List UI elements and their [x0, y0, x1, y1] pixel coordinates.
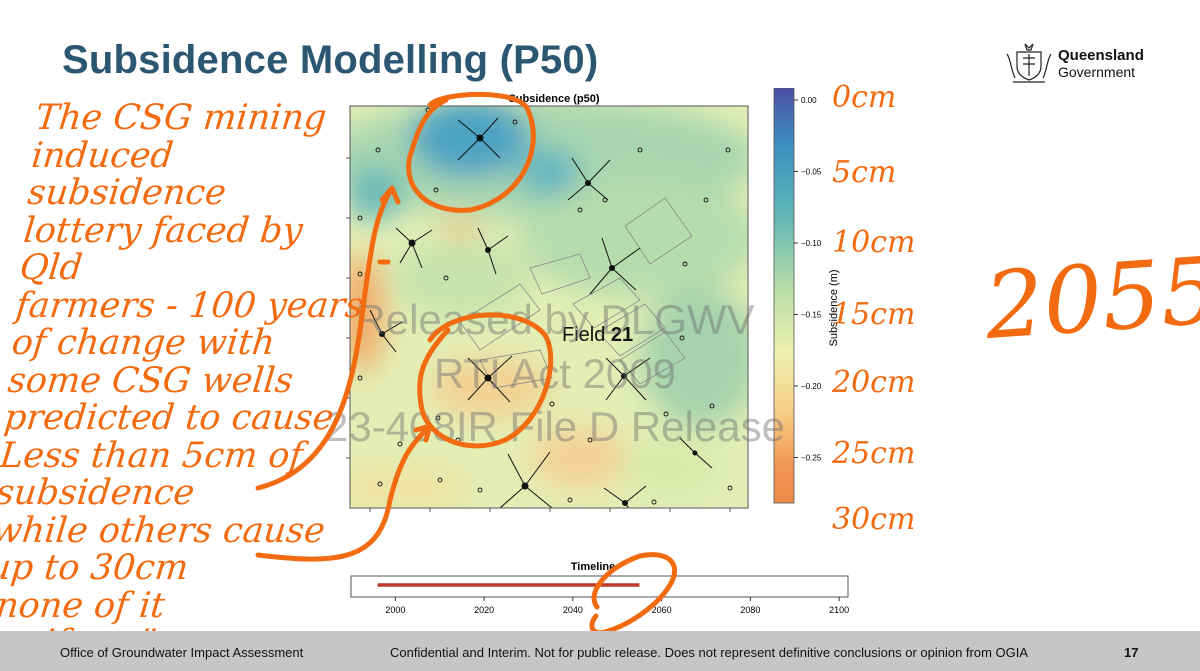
note-line: subsidence [0, 473, 197, 513]
footer-org: Office of Groundwater Impact Assessment [60, 645, 304, 660]
footer-bar: Office of Groundwater Impact Assessment … [0, 631, 1200, 671]
queensland-crest-icon [1006, 43, 1052, 83]
timeline-tick-label: 2040 [563, 605, 583, 615]
note-line: while others cause [0, 510, 328, 551]
note-line: lottery faced by Qld [17, 210, 305, 289]
timeline-tick-label: 2080 [740, 605, 760, 615]
map-title: Subsidence (p50) [508, 93, 599, 105]
upper-arrow [255, 185, 401, 491]
logo-line-2: Government [1058, 64, 1136, 80]
timeline-tick-label: 2060 [652, 605, 672, 615]
handwritten-note: The CSG mining induced subsidence lotter… [0, 98, 388, 663]
colorbar-ticks: 0.00 −0.05 −0.10 −0.15 −0.20 −0.25 [794, 96, 822, 463]
field-label: Field 21 [562, 324, 633, 346]
timeline-marker-circle [589, 552, 678, 636]
note-line: of change with [9, 323, 277, 363]
colorbar-tick-label: 0.00 [801, 96, 817, 105]
upper-well-circle [406, 91, 536, 213]
lower-well-circle [417, 312, 554, 449]
colorbar [773, 88, 795, 504]
colorbar-label: Subsidence (m) [828, 269, 840, 346]
note-line: predicted to cause [2, 398, 336, 438]
watermark-line-2: RTI Act 2009 [433, 350, 677, 397]
footer-notice: Confidential and Interim. Not for public… [390, 645, 1029, 660]
scale-note-15: 15cm [832, 297, 916, 332]
page-number: 17 [1124, 645, 1139, 660]
logo-line-1: Queensland [1058, 47, 1144, 64]
scale-note-5: 5cm [832, 155, 897, 190]
note-line: induced subsidence [25, 135, 228, 214]
colorbar-tick-label: −0.15 [801, 311, 822, 320]
note-line: up to 30cm [0, 548, 191, 588]
timeline-tick-label: 2020 [474, 605, 494, 615]
year-note: 2055 [981, 236, 1200, 361]
timeline-tick-label: 2000 [385, 605, 405, 615]
watermark-line-3: 23-408IR File D Release [325, 403, 785, 450]
colorbar-tick-label: −0.25 [801, 454, 822, 463]
scale-note-20: 20cm [832, 365, 916, 400]
note-line: farmers - 100 years [13, 285, 366, 326]
scale-note-25: 25cm [832, 436, 916, 471]
subsidence-figure: Subsidence (p50) [346, 88, 840, 512]
timeline-ticks: 2000 2020 2040 2060 2080 2100 [385, 597, 849, 615]
colorbar-tick-label: −0.20 [801, 382, 822, 391]
slide-title: Subsidence Modelling (P50) [62, 38, 599, 82]
colorbar-tick-label: −0.10 [801, 239, 822, 248]
timeline-title: Timeline [571, 561, 615, 573]
scale-note-0: 0cm [832, 80, 897, 115]
colorbar-tick-label: −0.05 [801, 168, 822, 177]
scale-note-30: 30cm [832, 502, 916, 537]
timeline-tick-label: 2100 [829, 605, 849, 615]
subsidence-heatmap [350, 106, 748, 508]
note-line: The CSG mining [33, 98, 329, 138]
lower-arrow [255, 423, 433, 562]
note-line: Less than 5cm of [0, 435, 305, 476]
note-line: some CSG wells [5, 360, 296, 401]
watermark-line-1: Released by DLGWV [355, 296, 755, 343]
scale-note-10: 10cm [832, 225, 916, 260]
